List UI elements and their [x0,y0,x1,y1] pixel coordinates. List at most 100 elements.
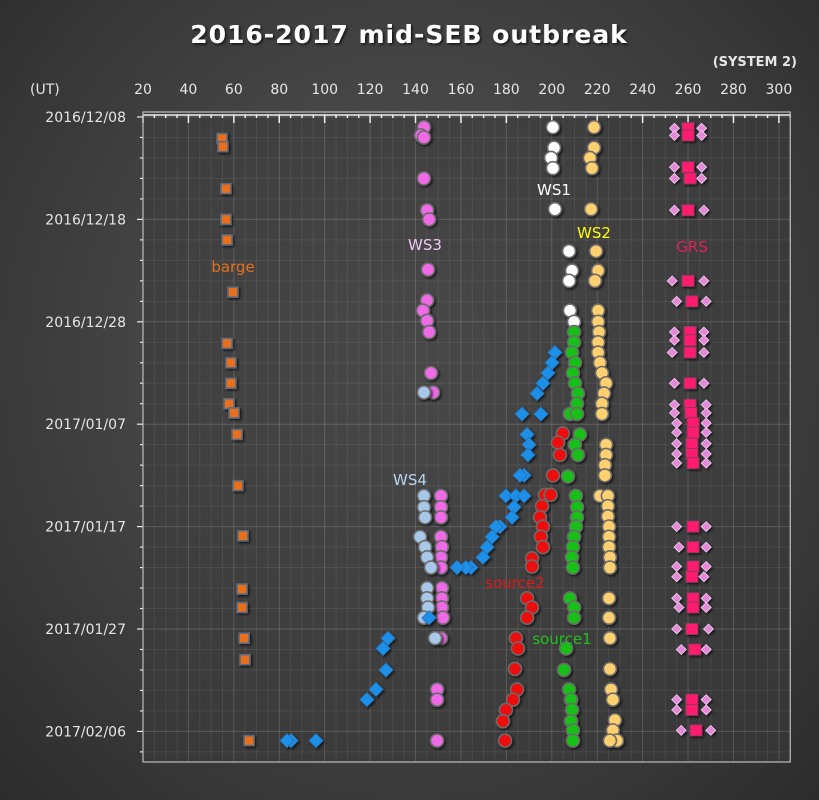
data-point [458,559,474,576]
data-point [685,693,699,706]
data-point [449,559,465,576]
grs-edge-point [671,561,683,573]
grs-edge-point [668,407,680,419]
data-point [416,130,432,145]
y-axis-unit-label: (UT) [30,82,60,98]
grs-edge-point [698,347,710,359]
grs-edge-point [700,643,712,655]
data-point [228,407,240,419]
data-point [495,713,511,729]
series-ws2 [582,119,625,748]
data-point [686,560,700,573]
y-tick-label: 2017/01/17 [45,520,126,536]
x-tick-label: 200 [538,82,565,98]
data-point [524,559,540,574]
data-point [535,539,551,555]
grs-edge-point [668,399,680,411]
y-tick-label: 2017/01/27 [45,622,126,638]
data-point [375,640,391,657]
data-point [689,724,703,737]
data-point [380,630,396,646]
data-point [686,601,700,614]
grs-edge-point [668,129,680,141]
grs-edge-point [700,457,712,469]
data-point [688,643,702,656]
data-point [238,632,250,645]
series-label-source2: source2 [485,574,544,592]
data-point [529,385,545,402]
grs-edge-point [668,122,680,134]
data-point [236,583,248,595]
data-point [520,447,536,463]
data-point [685,703,699,716]
data-point [420,262,436,277]
data-point [427,630,443,646]
data-point [584,160,600,176]
grs-edge-point [671,592,683,604]
y-tick-label: 2016/12/08 [45,110,126,126]
data-point [686,541,700,554]
data-point [533,406,549,422]
data-point [560,469,576,484]
grs-edge-point [700,601,712,614]
data-point [561,273,577,289]
data-point [583,201,599,217]
data-point [569,406,585,422]
data-point [416,385,432,400]
x-tick-label: 300 [766,82,793,98]
data-point [416,171,432,186]
grs-edge-point [698,334,710,346]
grs-edge-point [700,694,712,706]
grs-edge-point [673,541,685,553]
data-point [587,273,603,289]
grs-edge-point [671,438,683,450]
data-point [602,630,618,646]
series-ws4 [412,385,443,646]
grs-edge-point [700,426,712,438]
data-point [423,560,439,575]
data-point [545,119,561,135]
data-point [308,732,324,749]
data-point [510,641,526,656]
grs-edge-point [702,623,714,635]
data-point [561,243,577,259]
grs-edge-point [696,172,708,184]
data-point [681,129,695,142]
grs-edge-point [700,521,712,533]
data-point [556,662,572,678]
data-point [519,610,535,626]
data-point [220,213,232,226]
grs-edge-point [696,129,708,141]
grs-edge-point [671,426,683,438]
x-tick-label: 80 [270,82,288,98]
data-point [566,610,582,626]
plot-frame [142,111,791,763]
series-labels: barge WS3 WS1 WS2 GRS WS4 source2 source… [211,181,707,648]
x-tick-label: 180 [493,82,520,98]
data-point [683,377,697,390]
data-point [601,610,617,626]
grs-edge-point [668,326,680,338]
data-point [225,356,237,369]
series-blue-features [279,344,563,749]
data-point [514,406,530,422]
series-ws3 [413,119,451,748]
plot-area: 20 40 60 80 100 120 140 160 180 200 220 240 260 280 30… [45,82,793,763]
data-point [279,732,295,749]
series-label-ws4: WS4 [393,471,427,489]
x-tick-label: 140 [402,82,429,98]
data-point [221,234,233,246]
y-tick-label: 2017/02/06 [45,724,126,740]
data-point [421,324,437,340]
grs-edge-point [675,643,687,655]
data-point [505,692,521,707]
series-label-ws3: WS3 [408,236,442,254]
data-point [237,530,249,542]
grs-edge-point [671,295,683,307]
data-point [225,377,237,390]
y-tick-label: 2016/12/18 [45,212,126,228]
data-point [220,182,232,195]
x-tick-label: 40 [180,82,198,98]
x-tick-label: 160 [448,82,475,98]
data-point [601,590,617,606]
